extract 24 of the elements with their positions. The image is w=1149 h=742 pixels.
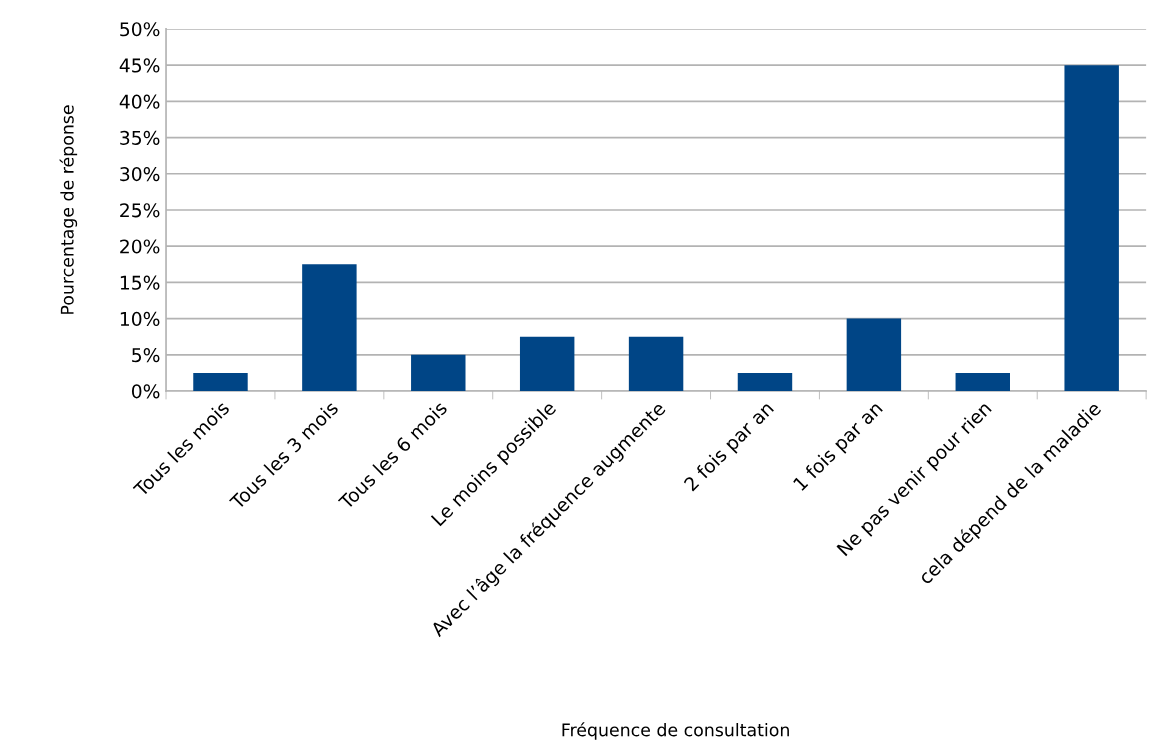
y-axis-title: Pourcentage de réponse (59, 105, 78, 314)
bar (411, 354, 466, 392)
y-tick-label: 40% (119, 94, 160, 109)
y-tick-label: 0% (131, 384, 160, 399)
y-tick-label: 20% (120, 239, 160, 254)
y-tick-label: 10% (120, 311, 160, 326)
bar (193, 372, 248, 392)
bar (955, 372, 1010, 392)
x-axis-title: Fréquence de consultation (562, 722, 789, 740)
bar (302, 264, 357, 392)
y-tick-label: 50% (120, 22, 160, 37)
y-tick-label: 25% (120, 203, 160, 218)
bar (1064, 65, 1119, 392)
x-tick-label: 1 fois par an (792, 400, 886, 494)
bar (519, 336, 575, 392)
y-tick-label: 30% (120, 166, 160, 182)
y-tick-label: 45% (119, 58, 160, 73)
y-tick-label: 5% (132, 348, 160, 363)
y-tick-label: 35% (120, 130, 160, 145)
y-tick-label: 15% (120, 275, 160, 290)
bar (846, 318, 902, 392)
bar (628, 336, 684, 392)
x-tick-label: 2 fois par an (682, 400, 777, 495)
bar (737, 372, 793, 392)
